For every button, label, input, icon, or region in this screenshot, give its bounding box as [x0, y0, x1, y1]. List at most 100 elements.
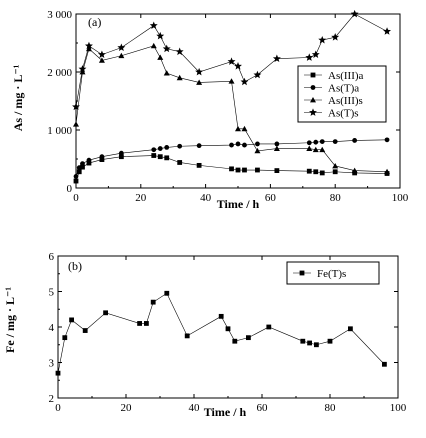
data-point: [157, 146, 163, 151]
data-point: [319, 139, 325, 145]
panel-a-ylabel: As / mg · L⁻¹: [11, 64, 25, 131]
data-point: [150, 42, 157, 49]
data-point: [73, 178, 79, 184]
data-point: [196, 162, 202, 168]
legend-marker: [310, 85, 316, 90]
x-tick-label: 60: [265, 192, 277, 204]
data-point: [332, 169, 338, 175]
x-tick-label: 100: [392, 192, 409, 204]
series-As(III)s: [73, 42, 391, 175]
data-point: [253, 70, 262, 79]
data-point: [86, 160, 92, 166]
data-point: [103, 310, 108, 316]
data-point: [164, 290, 170, 296]
data-point: [332, 139, 338, 145]
series-line: [57, 292, 385, 374]
chart-panel-b: (b) Time / h Fe / mg · L⁻¹ Fe(T)s 0 20 40 6…: [3, 251, 407, 419]
data-point: [80, 164, 85, 170]
x-tick-label: 60: [257, 402, 269, 414]
data-point: [225, 326, 231, 332]
data-point: [382, 361, 387, 367]
data-point: [273, 145, 280, 151]
data-point: [254, 147, 261, 154]
x-tick-label: 20: [121, 402, 133, 414]
data-point: [305, 53, 314, 61]
data-point: [255, 167, 260, 173]
data-point: [163, 70, 170, 76]
y-tick-label: 3 000: [47, 9, 72, 21]
data-point: [73, 174, 79, 179]
panel-b-label: (b): [68, 259, 82, 273]
data-point: [195, 67, 204, 76]
data-point: [228, 78, 235, 84]
data-point: [227, 57, 236, 65]
data-point: [72, 102, 80, 111]
chart-panel-a: (a) Time / h As / mg · L⁻¹ As(III)aAs(T)…: [11, 9, 409, 211]
x-tick-label: 100: [390, 402, 407, 414]
data-point: [99, 157, 105, 162]
data-point: [232, 338, 238, 344]
data-point: [78, 64, 87, 73]
legend-label: As(III)a: [328, 70, 364, 82]
series-As(T)a: [73, 137, 390, 179]
data-point: [255, 141, 260, 147]
data-point: [242, 142, 247, 148]
data-point: [86, 157, 92, 163]
series-Fe(T)s: [55, 290, 387, 376]
data-point: [274, 168, 280, 173]
panel-b-ylabel: Fe / mg · L⁻¹: [3, 287, 17, 353]
data-point: [314, 342, 319, 348]
data-point: [234, 62, 242, 70]
data-point: [151, 153, 157, 158]
data-point: [306, 145, 313, 151]
data-point: [351, 167, 358, 173]
data-point: [319, 170, 325, 176]
data-point: [218, 313, 224, 319]
x-tick-label: 0: [73, 192, 79, 204]
data-point: [235, 125, 241, 132]
series-As(T)s: [72, 9, 391, 111]
data-point: [97, 50, 106, 58]
legend-label: Fe(T)s: [317, 268, 346, 280]
data-point: [196, 143, 202, 149]
data-point: [184, 333, 190, 339]
data-point: [313, 139, 319, 145]
data-point: [55, 370, 61, 376]
data-point: [176, 74, 183, 81]
data-point: [300, 338, 306, 344]
y-tick-label: 6: [49, 251, 55, 263]
data-point: [82, 328, 88, 333]
data-point: [383, 27, 391, 35]
data-point: [235, 141, 241, 147]
data-point: [118, 154, 124, 160]
data-point: [177, 143, 183, 149]
panel-a-legend: As(III)aAs(T)aAs(III)sAs(T)s: [297, 65, 387, 123]
legend-marker: [310, 72, 316, 78]
data-point: [149, 21, 158, 29]
data-point: [307, 340, 312, 346]
data-point: [352, 138, 358, 143]
y-tick-label: 2: [49, 393, 55, 405]
y-tick-label: 0: [67, 183, 73, 195]
x-tick-label: 20: [135, 192, 147, 204]
data-point: [246, 335, 251, 341]
data-point: [319, 146, 326, 153]
data-point: [85, 41, 93, 50]
data-point: [156, 31, 165, 40]
data-point: [157, 154, 163, 160]
legend-box: [286, 261, 380, 285]
data-point: [306, 140, 312, 146]
data-point: [306, 168, 312, 174]
data-point: [117, 43, 126, 52]
data-point: [229, 142, 234, 148]
y-tick-label: 4: [49, 322, 55, 334]
data-point: [162, 44, 171, 53]
data-point: [164, 145, 170, 150]
legend-marker: [309, 108, 317, 116]
legend-marker: [299, 270, 305, 276]
x-tick-label: 80: [330, 192, 342, 204]
legend-label: As(T)a: [328, 83, 359, 95]
panel-a-xlabel: Time / h: [217, 197, 260, 211]
panel-b-xlabel: Time / h: [204, 405, 247, 419]
